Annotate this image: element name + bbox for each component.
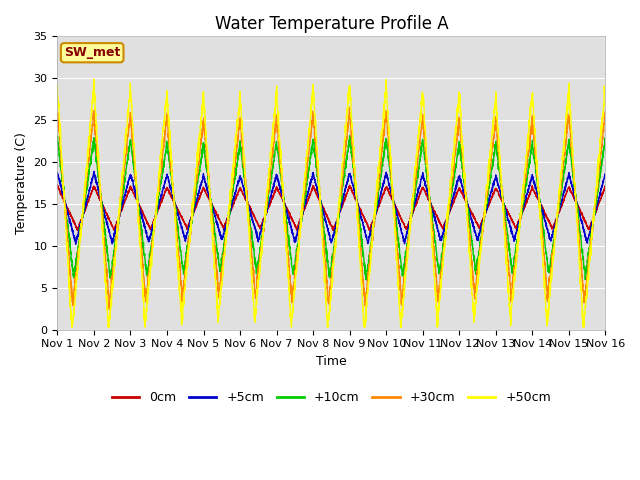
+5cm: [172, 201, 179, 207]
+30cm: [602, 108, 609, 113]
+5cm: [72, 241, 79, 247]
+30cm: [550, 243, 557, 249]
+30cm: [346, 105, 353, 110]
Title: Water Temperature Profile A: Water Temperature Profile A: [214, 15, 448, 33]
+30cm: [602, 116, 609, 122]
Line: 0cm: 0cm: [58, 185, 605, 231]
0cm: [207, 199, 214, 204]
+50cm: [602, 83, 609, 88]
+50cm: [172, 214, 179, 220]
+5cm: [395, 217, 403, 223]
+10cm: [54, 135, 61, 141]
0cm: [395, 211, 403, 217]
+50cm: [385, 133, 393, 139]
0cm: [602, 182, 609, 188]
+50cm: [602, 85, 609, 91]
+5cm: [602, 171, 609, 177]
+10cm: [602, 136, 609, 142]
0cm: [385, 190, 393, 196]
+30cm: [395, 265, 403, 271]
+5cm: [54, 169, 61, 175]
+5cm: [385, 181, 393, 187]
+30cm: [207, 202, 214, 208]
+10cm: [550, 237, 557, 243]
+10cm: [385, 161, 393, 167]
Line: +5cm: +5cm: [58, 171, 605, 244]
+5cm: [550, 228, 557, 233]
Line: +10cm: +10cm: [58, 136, 605, 280]
+5cm: [207, 197, 214, 203]
+10cm: [171, 203, 179, 208]
0cm: [171, 201, 179, 206]
Legend: 0cm, +5cm, +10cm, +30cm, +50cm: 0cm, +5cm, +10cm, +30cm, +50cm: [107, 386, 556, 409]
0cm: [601, 185, 609, 191]
+50cm: [90, 76, 98, 82]
+10cm: [346, 133, 353, 139]
+5cm: [602, 171, 609, 177]
+50cm: [207, 205, 214, 211]
0cm: [54, 182, 61, 188]
+50cm: [550, 246, 557, 252]
X-axis label: Time: Time: [316, 355, 347, 368]
Y-axis label: Temperature (C): Temperature (C): [15, 132, 28, 234]
+30cm: [54, 113, 61, 119]
Line: +30cm: +30cm: [58, 108, 605, 309]
0cm: [365, 228, 373, 234]
Line: +50cm: +50cm: [58, 79, 605, 327]
+10cm: [395, 243, 403, 249]
+30cm: [385, 143, 393, 148]
0cm: [550, 223, 557, 228]
Text: SW_met: SW_met: [64, 46, 120, 59]
+30cm: [171, 213, 179, 218]
+10cm: [207, 195, 214, 201]
+50cm: [54, 83, 61, 88]
+5cm: [90, 168, 98, 174]
+30cm: [106, 306, 113, 312]
+10cm: [602, 136, 609, 142]
+50cm: [68, 324, 76, 330]
+10cm: [362, 277, 370, 283]
+50cm: [395, 292, 403, 298]
